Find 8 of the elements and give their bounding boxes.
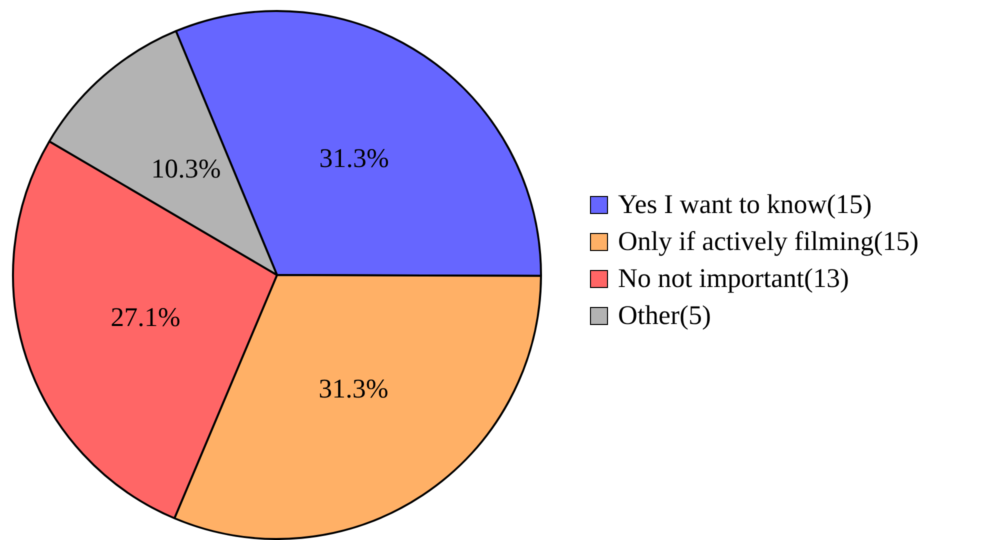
data-label: 10.3% [151,154,221,184]
legend-label: No not important(13) [618,262,849,295]
data-label: 31.3% [318,374,388,404]
data-label: 31.3% [319,142,390,173]
legend-label: Other(5) [618,299,711,332]
legend-label: Yes I want to know(15) [618,188,872,221]
legend-label: Only if actively filming(15) [618,225,919,258]
data-label: 27.1% [110,302,180,332]
